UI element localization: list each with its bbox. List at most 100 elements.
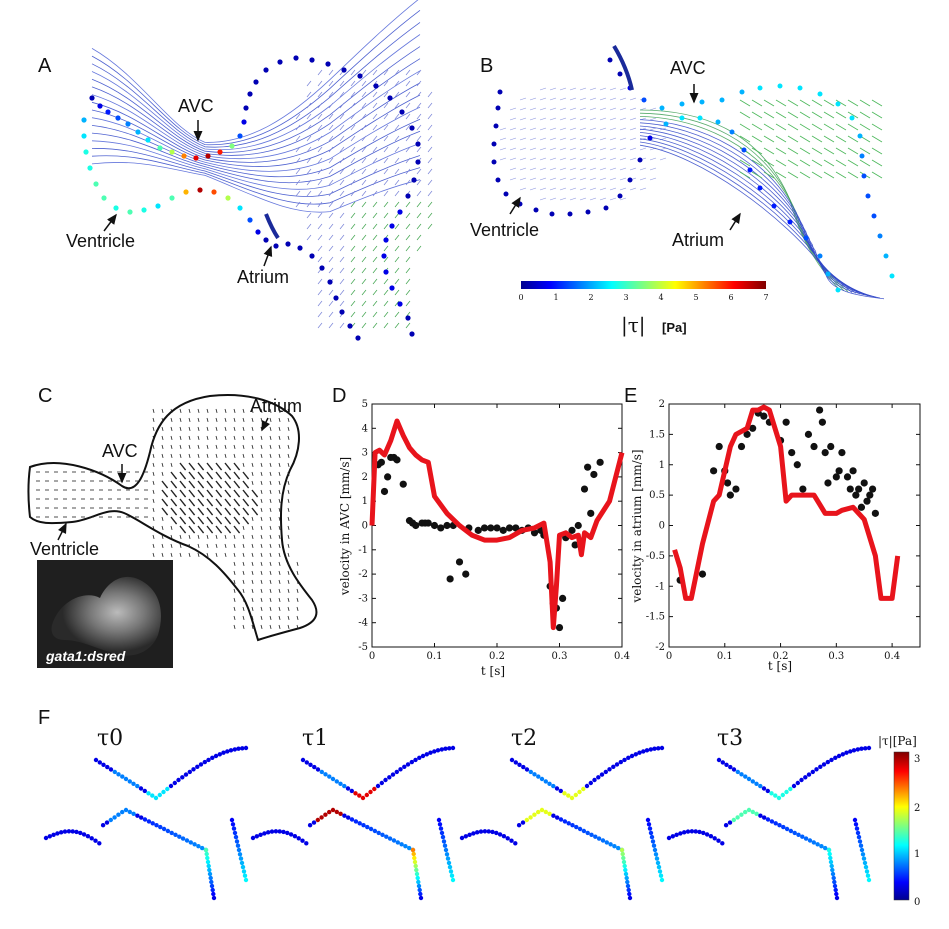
- panel-a-vector: [383, 311, 389, 318]
- panel-c-vector: [215, 471, 223, 480]
- panel-e-xtick-label: 0.3: [828, 651, 844, 662]
- panel-b-vector-green: [799, 159, 811, 167]
- panel-f-point: [536, 809, 541, 815]
- panel-a-boundary-point: [105, 109, 111, 115]
- panel-b-vector: [589, 87, 597, 91]
- panel-c-vector: [242, 588, 245, 593]
- panel-c-vector: [233, 624, 236, 629]
- panel-c-vector: [233, 561, 236, 566]
- panel-c-vector: [197, 489, 205, 498]
- panel-c-vector: [287, 543, 290, 548]
- panel-a-vector: [372, 135, 378, 142]
- panel-c-vector: [188, 444, 191, 449]
- panel-a-vector: [427, 223, 433, 230]
- panel-f-point: [754, 781, 759, 786]
- panel-b-vector-green: [739, 111, 751, 119]
- panel-b-vector: [539, 97, 547, 101]
- panel-f-point: [448, 869, 454, 874]
- panel-a-vector: [405, 179, 411, 186]
- panel-b-vector: [519, 127, 527, 131]
- panel-f-point: [349, 817, 355, 822]
- panel-a-vector: [350, 201, 356, 208]
- panel-e-data-point: [710, 467, 718, 475]
- panel-c-vector: [251, 480, 254, 485]
- panel-f-point: [311, 820, 317, 825]
- panel-f-point: [415, 875, 420, 881]
- panel-b-boundary-point: [663, 121, 669, 127]
- panel-e-data-point: [816, 406, 824, 414]
- panel-a-vector: [306, 223, 312, 230]
- panel-f-point: [442, 843, 448, 848]
- panel-b-boundary-point: [739, 89, 745, 95]
- panel-c-vector: [233, 489, 241, 498]
- panel-f-point: [376, 830, 381, 836]
- panel-f-point: [207, 867, 212, 873]
- panel-b-vector: [529, 187, 537, 191]
- panel-f-point: [238, 856, 244, 861]
- panel-d-data-point: [455, 558, 464, 566]
- panel-e-data-point: [793, 461, 801, 469]
- panel-f-point: [791, 783, 797, 789]
- panel-a-streamline: [91, 162, 421, 213]
- panel-b-boundary-point: [719, 97, 725, 103]
- panel-a-vector: [339, 80, 345, 87]
- panel-f-point: [716, 757, 722, 763]
- panel-a-boundary-point: [347, 323, 353, 329]
- panel-f-point: [59, 830, 64, 835]
- panel-f-point: [648, 747, 653, 752]
- panel-f-point: [674, 832, 679, 837]
- panel-f-point: [596, 836, 602, 841]
- panel-d-data-point: [587, 509, 595, 517]
- panel-a-vector: [361, 311, 367, 318]
- panel-c-heart-outline: [27, 394, 318, 642]
- panel-c-vector: [242, 498, 250, 507]
- panel-a-boundary-point: [255, 229, 261, 235]
- panel-f-point: [307, 823, 313, 828]
- panel-c-vector: [287, 462, 290, 467]
- panel-f-point: [379, 780, 384, 786]
- panel-a-vector: [416, 135, 422, 142]
- panel-c-vector: [251, 570, 254, 575]
- panel-a-vector: [306, 179, 312, 186]
- panel-d-xlabel: t [s]: [481, 664, 505, 678]
- panel-f-point: [509, 757, 515, 763]
- panel-a-vector: [350, 168, 356, 175]
- panel-f-point: [633, 752, 638, 757]
- panel-a-boundary-point: [383, 237, 389, 243]
- panel-c-vector: [296, 597, 299, 602]
- panel-b-vector: [599, 137, 607, 141]
- panel-f-point: [173, 832, 178, 837]
- panel-d-ytick-label: -3: [358, 593, 368, 604]
- panel-b-vector-green: [787, 159, 799, 167]
- panel-a-vector: [383, 201, 389, 208]
- panel-c-vector: [296, 624, 299, 629]
- panel-f-point: [650, 839, 656, 844]
- panel-f-point: [417, 755, 422, 760]
- panel-f-point: [439, 830, 445, 836]
- panel-f-point: [312, 764, 317, 770]
- panel-b-vector: [499, 127, 507, 131]
- panel-a-vector: [394, 190, 400, 197]
- panel-c-vector: [152, 435, 155, 440]
- panel-b-vector: [559, 197, 567, 201]
- panel-f-point: [788, 786, 793, 792]
- panel-b-boundary-point: [607, 57, 613, 63]
- panel-c-vector: [170, 471, 178, 480]
- panel-a-boundary-point: [193, 155, 199, 161]
- panel-f-point: [395, 840, 400, 845]
- panel-e-data-point: [866, 491, 874, 499]
- panel-a-boundary-points: [81, 55, 421, 341]
- panel-f-point: [856, 834, 862, 840]
- panel-f-point: [78, 830, 83, 836]
- panel-f-point: [112, 769, 118, 775]
- panel-c-vector: [260, 471, 263, 476]
- panel-c-vector: [242, 408, 245, 413]
- panel-f-point: [459, 835, 465, 841]
- panel-d-data-point: [512, 524, 520, 532]
- panel-a-boundary-point: [383, 269, 389, 275]
- panel-c-vector: [260, 498, 263, 503]
- panel-c-vector: [152, 480, 155, 485]
- panel-c-vector: [287, 480, 290, 485]
- panel-f-point: [513, 841, 518, 846]
